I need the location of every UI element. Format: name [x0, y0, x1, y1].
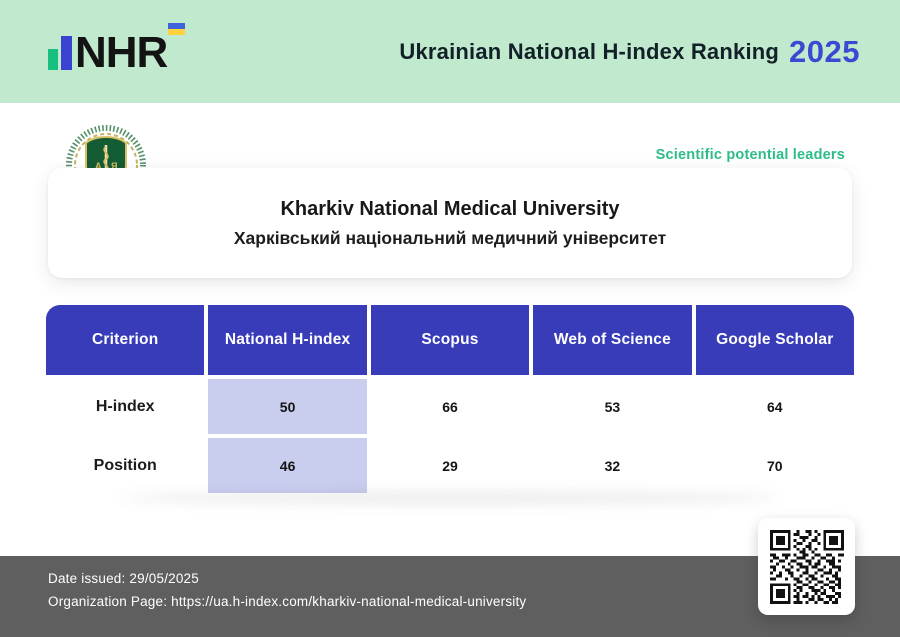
h-index-national: 50 — [208, 379, 367, 434]
h-index-scopus: 66 — [442, 398, 458, 415]
blue-bar-icon — [61, 35, 72, 70]
ranking-year: 2025 — [789, 33, 860, 69]
position-wos: 32 — [604, 457, 621, 474]
col-header-google-scholar: Google Scholar — [695, 305, 854, 375]
position-national: 46 — [208, 438, 367, 493]
nhr-logo: NHR — [48, 23, 186, 78]
organization-page-label: Organization Page: — [48, 594, 168, 609]
ranking-title: Ukrainian National H-index Ranking — [399, 38, 780, 64]
col-header-criterion: Criterion — [46, 305, 205, 375]
table-shadow — [120, 492, 780, 504]
ukraine-flag-icon — [168, 23, 186, 36]
organization-page-line: Organization Page: https://ua.h-index.co… — [48, 594, 900, 609]
h-index-scholar: 64 — [767, 398, 783, 415]
logo-text: NHR — [75, 28, 168, 78]
bar-chart-icon — [48, 35, 72, 70]
organization-page-url[interactable]: https://ua.h-index.com/kharkiv-national-… — [171, 594, 527, 609]
position-scholar: 70 — [767, 457, 783, 474]
svg-text:Я: Я — [111, 161, 117, 171]
green-bar-icon — [48, 48, 58, 70]
ranking-table: Criterion National H-index Scopus Web of… — [46, 305, 854, 493]
col-header-web-of-science: Web of Science — [533, 305, 692, 375]
row-label-position: Position — [93, 456, 157, 474]
university-card: Kharkiv National Medical University Харк… — [48, 168, 852, 278]
col-header-scopus: Scopus — [370, 305, 530, 375]
date-issued-label: Date issued: — [48, 571, 126, 586]
leaders-badge: Scientific potential leaders — [655, 147, 845, 163]
qr-code — [769, 529, 844, 604]
col-header-national-h-index: National H-index — [208, 305, 367, 375]
date-issued-value: 29/05/2025 — [129, 571, 199, 586]
top-banner: NHR Ukrainian National H-index Ranking 2… — [0, 0, 900, 103]
qr-code-card — [758, 518, 855, 615]
banner-title: Ukrainian National H-index Ranking 2025 — [399, 34, 860, 70]
footer-bar: Date issued: 29/05/2025 Organization Pag… — [0, 556, 900, 637]
position-scopus: 29 — [442, 457, 458, 474]
university-name-en: Kharkiv National Medical University — [280, 197, 620, 220]
university-name-uk: Харківський національний медичний універ… — [233, 227, 667, 248]
row-label-h-index: H-index — [95, 397, 155, 415]
date-issued-line: Date issued: 29/05/2025 — [48, 571, 900, 586]
h-index-wos: 53 — [604, 398, 621, 415]
svg-text:А: А — [95, 161, 102, 171]
